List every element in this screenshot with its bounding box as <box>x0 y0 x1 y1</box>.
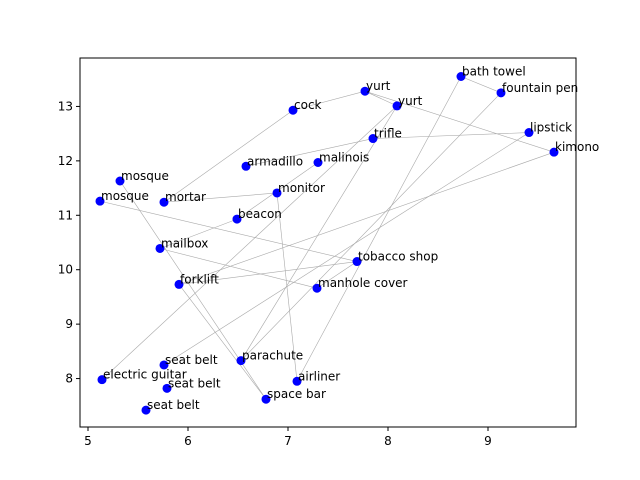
point-label: manhole cover <box>318 276 408 290</box>
edge-line <box>178 284 267 400</box>
data-point <box>312 283 322 293</box>
data-point <box>524 128 534 138</box>
data-point <box>292 376 302 386</box>
point-label: fountain pen <box>502 81 578 95</box>
data-point <box>232 214 242 224</box>
point-label: mosque <box>121 169 169 183</box>
y-axis: 8 9 10 11 12 13 <box>58 99 80 386</box>
edge-line <box>163 132 530 366</box>
x-tick-label: 8 <box>384 434 392 448</box>
x-axis: 5 6 7 8 9 <box>84 427 492 448</box>
edge-line <box>178 151 555 285</box>
point-label: mortar <box>165 190 206 204</box>
point-label: bath towel <box>462 65 526 79</box>
data-point <box>313 157 323 167</box>
data-point <box>97 375 107 385</box>
edge-line <box>292 90 366 111</box>
data-point <box>155 243 165 253</box>
x-tick-label: 7 <box>284 434 292 448</box>
data-point <box>241 161 251 171</box>
data-point <box>261 394 271 404</box>
point-label: mailbox <box>161 236 208 250</box>
data-point <box>162 383 172 393</box>
edge-line <box>372 132 530 139</box>
point-label: trifle <box>374 127 402 141</box>
point-label: monitor <box>278 181 325 195</box>
point-label: seat belt <box>165 353 218 367</box>
data-point <box>236 356 246 366</box>
point-label: seat belt <box>147 398 200 412</box>
y-tick-label: 9 <box>65 317 73 331</box>
data-point <box>95 196 105 206</box>
data-point <box>288 105 298 115</box>
point-label: forklift <box>180 272 219 286</box>
y-tick-label: 13 <box>58 99 73 113</box>
x-tick-label: 5 <box>84 434 92 448</box>
point-label: space bar <box>267 387 326 401</box>
data-points <box>95 72 559 415</box>
data-point <box>392 101 402 111</box>
data-point <box>456 72 466 82</box>
edge-line <box>460 76 502 94</box>
edge-line <box>159 248 318 289</box>
x-tick-label: 6 <box>184 434 192 448</box>
point-label: lipstick <box>530 121 572 135</box>
data-point <box>174 279 184 289</box>
edge-line <box>296 76 462 382</box>
y-tick-label: 12 <box>58 154 73 168</box>
data-point <box>159 360 169 370</box>
point-labels: bath towel yurt yurt fountain pen cock trifle… <box>101 65 599 413</box>
data-point <box>141 405 151 415</box>
x-tick-label: 9 <box>484 434 492 448</box>
edge-line <box>276 192 298 382</box>
data-point <box>496 88 506 98</box>
point-label: malinois <box>319 150 369 164</box>
y-tick-label: 8 <box>65 372 73 386</box>
data-point <box>360 86 370 96</box>
point-label: seat belt <box>168 376 221 390</box>
data-point <box>115 176 125 186</box>
y-tick-label: 11 <box>58 208 73 222</box>
point-label: armadillo <box>247 154 303 168</box>
edge-lines <box>99 76 555 400</box>
data-point <box>368 134 378 144</box>
edge-line <box>101 105 398 380</box>
data-point <box>272 188 282 198</box>
edge-line <box>178 261 358 285</box>
edge-line <box>245 138 374 167</box>
data-point <box>352 257 362 267</box>
y-tick-label: 10 <box>58 263 73 277</box>
point-label: beacon <box>238 207 282 221</box>
edge-line <box>159 218 238 249</box>
data-point <box>159 197 169 207</box>
data-point <box>549 147 559 157</box>
point-label: parachute <box>242 349 303 363</box>
edge-line <box>163 110 294 203</box>
point-label: mosque <box>101 189 149 203</box>
edge-line <box>163 192 278 203</box>
point-label: cock <box>294 98 322 112</box>
point-label: yurt <box>366 79 391 93</box>
point-label: yurt <box>398 94 423 108</box>
edge-line <box>316 261 358 289</box>
point-label: kimono <box>555 140 599 154</box>
edge-line <box>364 90 398 107</box>
edge-line <box>99 200 358 262</box>
edge-line <box>240 92 502 361</box>
edge-line <box>240 105 398 361</box>
point-label: tobacco shop <box>358 250 438 264</box>
edge-line <box>364 90 555 153</box>
point-label: airliner <box>298 369 340 383</box>
plot-frame <box>79 57 577 428</box>
point-label: electric guitar <box>103 368 187 382</box>
